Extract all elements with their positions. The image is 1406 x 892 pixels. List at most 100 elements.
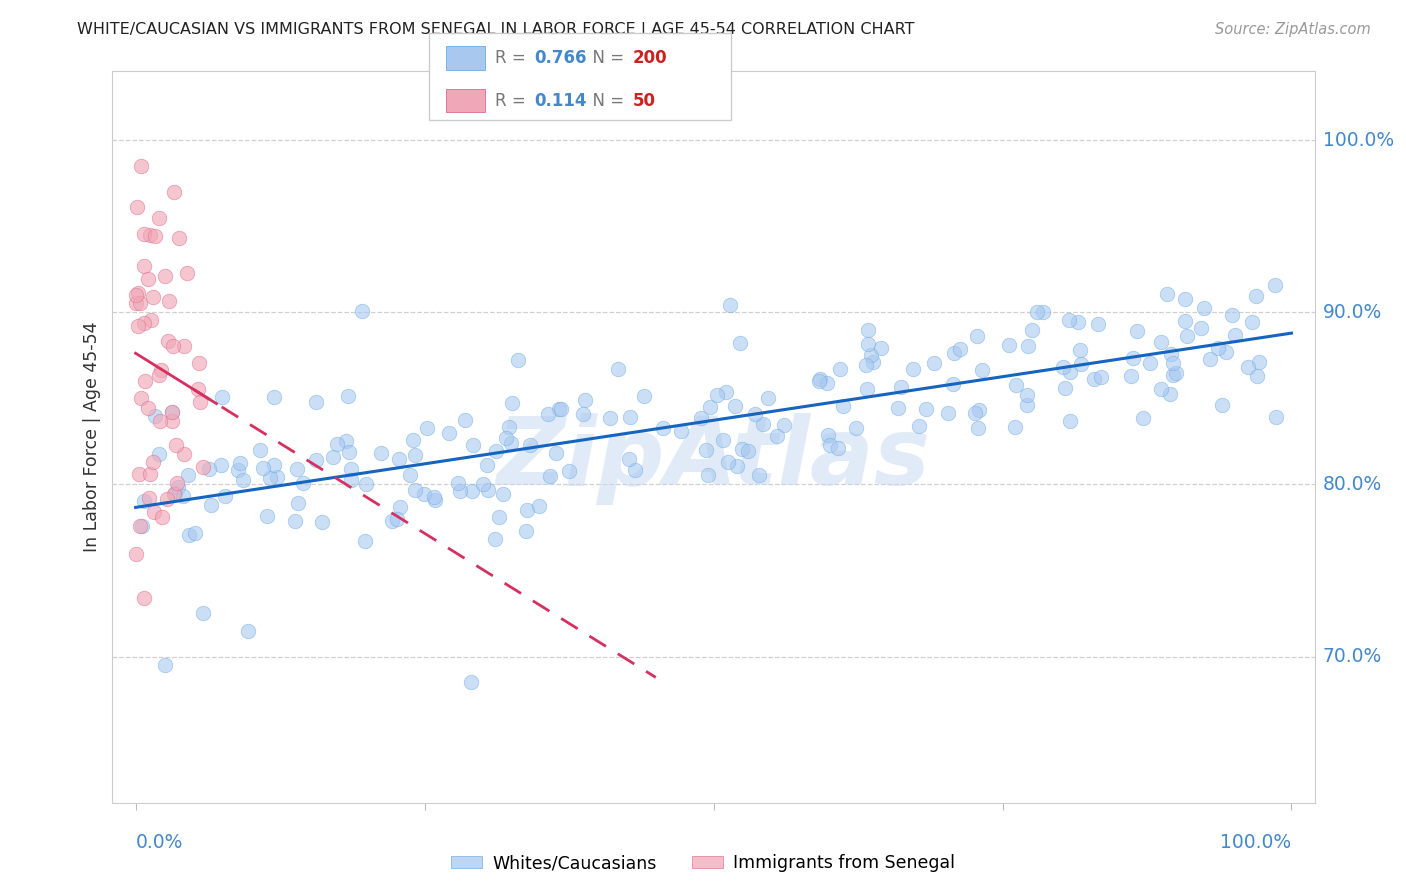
Point	[214, 489, 236, 503]
Point	[1159, 386, 1181, 401]
Point	[125, 295, 148, 310]
Point	[163, 185, 186, 199]
Point	[725, 459, 748, 474]
Point	[619, 452, 641, 467]
Point	[139, 313, 162, 327]
Point	[724, 400, 747, 414]
Point	[148, 447, 170, 461]
Point	[412, 487, 434, 501]
Point	[495, 431, 517, 445]
Point	[188, 395, 211, 409]
Point	[695, 442, 717, 457]
Point	[651, 421, 673, 435]
Point	[748, 468, 770, 483]
Point	[156, 492, 179, 507]
Point	[699, 400, 721, 414]
Point	[169, 231, 191, 245]
Point	[856, 382, 879, 396]
Point	[557, 464, 579, 478]
Point	[1017, 398, 1039, 412]
Point	[1194, 301, 1216, 315]
Point	[1161, 368, 1184, 383]
Point	[752, 417, 775, 431]
Point	[326, 436, 349, 450]
Point	[209, 458, 232, 473]
Point	[127, 285, 149, 300]
Text: 70.0%: 70.0%	[1323, 647, 1382, 666]
Point	[136, 401, 159, 416]
Point	[1083, 372, 1105, 386]
Point	[143, 505, 166, 519]
Point	[845, 421, 868, 435]
Point	[1189, 321, 1212, 335]
Point	[149, 414, 172, 428]
Text: N =: N =	[582, 49, 630, 67]
Point	[460, 675, 482, 690]
Point	[998, 338, 1021, 352]
Point	[697, 467, 720, 482]
Point	[335, 434, 357, 448]
Point	[337, 444, 360, 458]
Point	[160, 405, 183, 419]
Point	[381, 514, 404, 528]
Point	[423, 492, 446, 507]
Point	[163, 487, 186, 501]
Point	[229, 456, 252, 470]
Point	[966, 329, 988, 343]
Point	[404, 448, 426, 462]
Point	[463, 438, 485, 452]
Point	[263, 458, 285, 472]
Point	[200, 498, 222, 512]
Point	[166, 438, 188, 452]
Text: 200: 200	[633, 49, 668, 67]
Point	[401, 433, 423, 447]
Point	[198, 462, 221, 476]
Point	[716, 455, 738, 469]
Point	[1126, 325, 1149, 339]
Point	[718, 298, 741, 312]
Point	[263, 390, 285, 404]
Point	[352, 304, 374, 318]
Point	[1059, 365, 1081, 379]
Point	[714, 384, 737, 399]
Point	[128, 296, 150, 310]
Point	[756, 392, 779, 406]
Point	[340, 473, 363, 487]
Point	[855, 358, 877, 372]
Point	[856, 336, 879, 351]
Point	[1015, 388, 1038, 402]
Point	[472, 477, 495, 491]
Text: ZipAtlas: ZipAtlas	[496, 413, 931, 505]
Point	[501, 396, 523, 410]
Text: 80.0%: 80.0%	[1323, 475, 1382, 494]
Point	[915, 401, 938, 416]
Point	[132, 259, 155, 273]
Point	[831, 399, 853, 413]
Point	[862, 355, 884, 369]
Point	[143, 409, 166, 423]
Point	[870, 341, 893, 355]
Point	[571, 407, 593, 421]
Point	[266, 470, 288, 484]
Point	[256, 508, 278, 523]
Point	[191, 459, 214, 474]
Point	[129, 391, 152, 405]
Point	[1070, 357, 1092, 371]
Point	[744, 408, 766, 422]
Point	[492, 486, 515, 500]
Point	[477, 458, 499, 472]
Point	[356, 476, 378, 491]
Point	[128, 467, 150, 482]
Point	[134, 591, 156, 606]
Point	[943, 346, 966, 360]
Point	[485, 444, 508, 458]
Point	[574, 393, 596, 408]
Point	[501, 436, 523, 450]
Point	[633, 389, 655, 403]
Point	[131, 518, 153, 533]
Point	[690, 411, 713, 425]
Point	[132, 316, 155, 330]
Point	[1208, 341, 1230, 355]
Point	[1174, 313, 1197, 327]
Point	[388, 452, 411, 467]
